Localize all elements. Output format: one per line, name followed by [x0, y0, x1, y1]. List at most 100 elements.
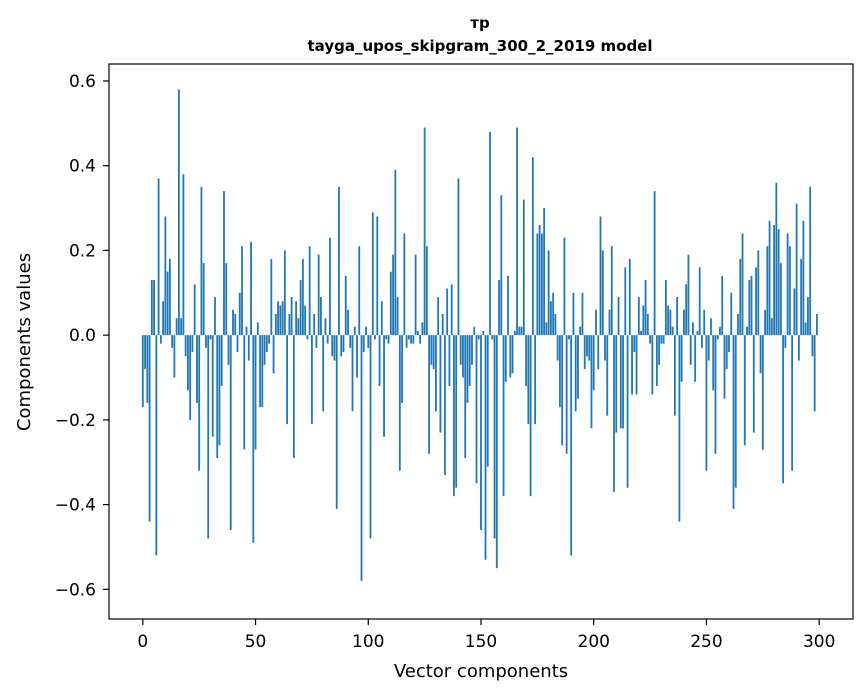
- bar-173: [531, 157, 534, 336]
- bar-273: [757, 250, 760, 336]
- x-tick-label-5: 250: [690, 632, 722, 652]
- bar-48: [250, 241, 252, 336]
- bar-183: [554, 313, 557, 336]
- bar-284: [782, 335, 785, 484]
- bar-289: [793, 288, 796, 336]
- bar-93: [351, 335, 354, 412]
- bar-230: [660, 335, 663, 344]
- bar-243: [689, 335, 692, 365]
- bars-group: [141, 89, 818, 581]
- bar-40: [232, 309, 234, 336]
- bar-33: [216, 335, 219, 459]
- y-tick-label-1: −0.4: [55, 496, 96, 516]
- bar-50: [254, 335, 257, 450]
- bar-143: [464, 335, 467, 459]
- bar-86: [335, 335, 338, 509]
- bar-127: [428, 335, 431, 454]
- bar-76: [313, 313, 316, 336]
- bar-44: [241, 246, 243, 336]
- bar-4: [150, 280, 153, 336]
- bar-99: [365, 326, 367, 336]
- chart-title-line1: тр: [470, 14, 490, 32]
- bar-201: [595, 309, 597, 336]
- bar-23: [193, 284, 196, 336]
- bar-66: [290, 297, 293, 336]
- bar-42: [236, 335, 239, 353]
- bar-231: [662, 335, 665, 344]
- bar-226: [651, 335, 654, 395]
- bar-172: [529, 335, 532, 497]
- bar-43: [238, 292, 241, 336]
- bar-156: [493, 335, 496, 539]
- bar-109: [387, 335, 390, 344]
- bar-202: [597, 335, 600, 370]
- bar-58: [272, 335, 275, 374]
- bar-204: [601, 250, 604, 336]
- bar-20: [187, 335, 189, 391]
- bar-236: [673, 335, 676, 416]
- bar-198: [588, 335, 591, 361]
- bar-82: [326, 335, 329, 344]
- bar-123: [419, 335, 422, 344]
- bar-192: [574, 335, 577, 412]
- bar-29: [207, 335, 210, 539]
- bar-30: [209, 335, 212, 340]
- bar-149: [477, 335, 480, 340]
- bar-217: [631, 335, 633, 395]
- bar-157: [495, 335, 498, 569]
- x-tick-label-2: 100: [352, 632, 384, 652]
- bar-101: [369, 335, 372, 539]
- bar-126: [425, 246, 428, 336]
- bar-15: [175, 318, 178, 336]
- bar-115: [401, 335, 403, 403]
- bar-102: [371, 212, 374, 336]
- bar-292: [800, 258, 803, 336]
- bar-19: [184, 335, 187, 357]
- bar-137: [450, 284, 453, 336]
- bar-223: [644, 280, 647, 336]
- bar-188: [565, 335, 568, 454]
- bar-254: [714, 335, 717, 454]
- bar-12: [168, 258, 171, 336]
- bar-244: [692, 322, 694, 336]
- bar-83: [329, 237, 331, 336]
- bar-31: [211, 335, 214, 437]
- bar-5: [153, 280, 155, 336]
- bar-274: [759, 335, 762, 374]
- bar-13: [171, 335, 174, 348]
- bar-251: [707, 335, 710, 361]
- x-tick-label-0: 0: [137, 632, 148, 652]
- bar-194: [579, 326, 582, 336]
- bar-18: [182, 174, 185, 336]
- bar-70: [299, 280, 302, 336]
- bar-7: [157, 178, 160, 336]
- bar-291: [797, 335, 800, 361]
- bar-56: [268, 335, 270, 344]
- bar-295: [807, 297, 809, 336]
- bar-16: [177, 89, 180, 336]
- bar-96: [358, 246, 361, 336]
- bar-203: [599, 216, 602, 336]
- bar-248: [701, 335, 703, 348]
- bar-113: [396, 297, 399, 336]
- bar-49: [252, 335, 255, 543]
- bar-142: [462, 335, 464, 378]
- bar-232: [664, 280, 667, 336]
- bar-286: [786, 233, 789, 336]
- bar-190: [570, 335, 573, 556]
- bar-17: [180, 318, 183, 336]
- bar-131: [437, 297, 440, 336]
- bar-241: [685, 284, 688, 336]
- bar-225: [649, 335, 651, 344]
- bar-112: [394, 169, 397, 336]
- bar-106: [380, 301, 383, 336]
- bar-146: [471, 335, 473, 365]
- bar-161: [504, 335, 507, 382]
- bar-246: [696, 330, 699, 336]
- bar-140: [457, 178, 460, 336]
- bar-214: [624, 267, 627, 336]
- bar-264: [737, 313, 739, 336]
- bar-79: [320, 297, 322, 336]
- bar-24: [196, 335, 198, 403]
- bar-52: [259, 335, 261, 408]
